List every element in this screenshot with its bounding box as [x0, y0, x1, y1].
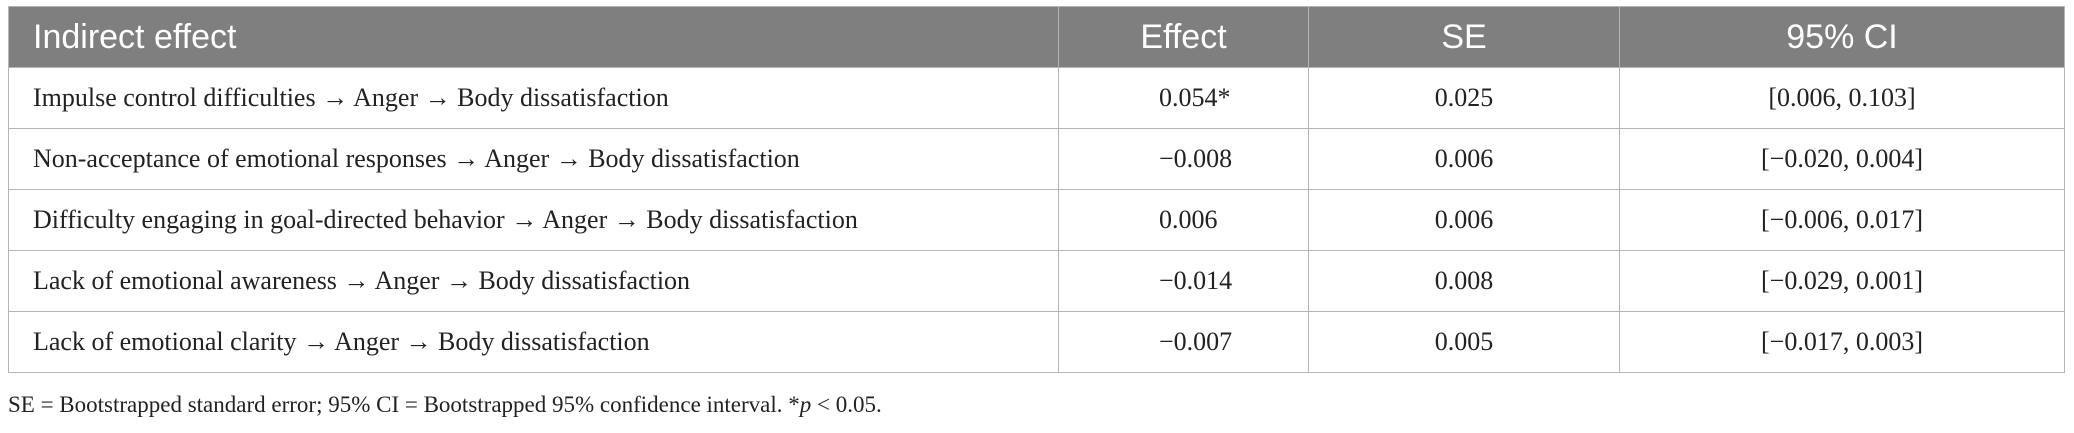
table-footnote: SE = Bootstrapped standard error; 95% CI… [8, 392, 882, 418]
row-se: 0.005 [1308, 311, 1620, 373]
row-se: 0.006 [1308, 128, 1620, 190]
row-ci: [−0.020, 0.004] [1619, 128, 2065, 190]
table-row: Lack of emotional awareness → Anger → Bo… [8, 250, 2065, 312]
header-indirect-effect: Indirect effect [8, 6, 1059, 68]
table-header-row: Indirect effect Effect SE 95% CI [8, 6, 2065, 68]
footnote-p-symbol: p [799, 392, 812, 417]
row-effect: −0.008 [1058, 128, 1309, 190]
row-effect: 0.006 [1058, 189, 1309, 251]
table-row: Impulse control difficulties → Anger → B… [8, 67, 2065, 129]
row-ci: [−0.006, 0.017] [1619, 189, 2065, 251]
row-label: Difficulty engaging in goal-directed beh… [8, 189, 1059, 251]
row-label: Non-acceptance of emotional responses → … [8, 128, 1059, 190]
table-row: Lack of emotional clarity → Anger → Body… [8, 311, 2065, 373]
row-se: 0.008 [1308, 250, 1620, 312]
row-effect: −0.007 [1058, 311, 1309, 373]
row-ci: [0.006, 0.103] [1619, 67, 2065, 129]
row-effect: −0.014 [1058, 250, 1309, 312]
row-effect: 0.054* [1058, 67, 1309, 129]
table-row: Non-acceptance of emotional responses → … [8, 128, 2065, 190]
indirect-effects-table: Indirect effect Effect SE 95% CI Impulse… [8, 6, 2065, 373]
row-ci: [−0.029, 0.001] [1619, 250, 2065, 312]
results-table-container: Indirect effect Effect SE 95% CI Impulse… [8, 6, 2065, 373]
header-se: SE [1308, 6, 1620, 68]
footnote-threshold: < 0.05. [811, 392, 882, 417]
table-row: Difficulty engaging in goal-directed beh… [8, 189, 2065, 251]
row-se: 0.025 [1308, 67, 1620, 129]
row-label: Impulse control difficulties → Anger → B… [8, 67, 1059, 129]
row-label: Lack of emotional awareness → Anger → Bo… [8, 250, 1059, 312]
header-ci: 95% CI [1619, 6, 2065, 68]
row-se: 0.006 [1308, 189, 1620, 251]
row-label: Lack of emotional clarity → Anger → Body… [8, 311, 1059, 373]
header-effect: Effect [1058, 6, 1309, 68]
footnote-main: SE = Bootstrapped standard error; 95% CI… [8, 392, 800, 417]
row-ci: [−0.017, 0.003] [1619, 311, 2065, 373]
